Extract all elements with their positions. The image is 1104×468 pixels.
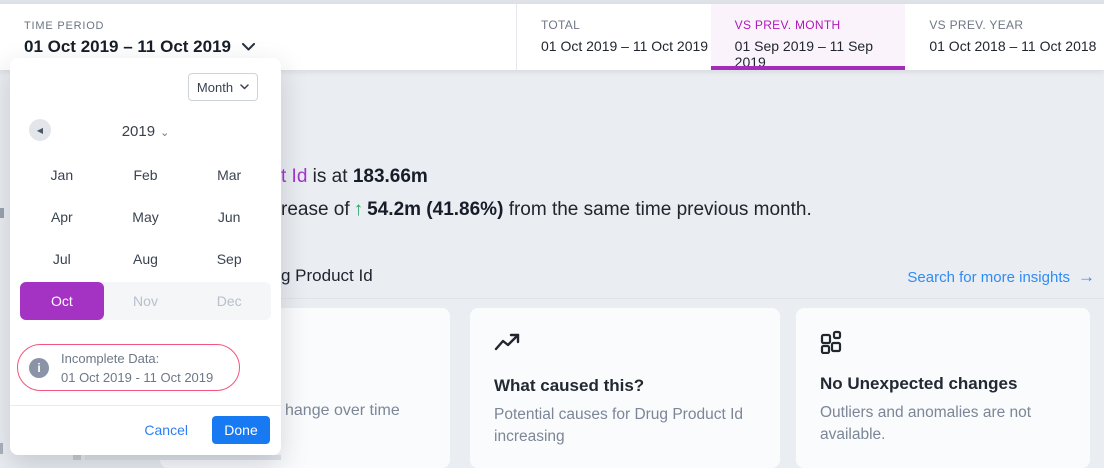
month-cell-oct-selected[interactable]: Oct xyxy=(20,282,104,320)
insight-card-unexpected-changes[interactable]: No Unexpected changes Outliers and anoma… xyxy=(796,308,1090,468)
tab-vs-prev-year[interactable]: VS PREV. YEAR 01 Oct 2018 – 11 Oct 2018 xyxy=(905,4,1104,70)
month-cell-jul[interactable]: Jul xyxy=(52,251,71,267)
time-period-selector[interactable]: TIME PERIOD 01 Oct 2019 – 11 Oct 2019 xyxy=(24,20,255,57)
tab-total-range: 01 Oct 2019 – 11 Oct 2019 xyxy=(541,38,709,54)
kpi-subline: rease of ↑ 54.2m (41.86%) from the same ti… xyxy=(281,199,812,220)
year-value: 2019 xyxy=(121,123,156,140)
bg-fragment xyxy=(0,208,4,218)
month-cell-sep[interactable]: Sep xyxy=(216,251,242,267)
tab-vs-prev-month-label: VS PREV. MONTH xyxy=(734,18,841,32)
month-grid: Jan Feb Mar Apr May Jun Jul Aug Sep Oct … xyxy=(20,154,271,320)
notice-range: 01 Oct 2019 - 11 Oct 2019 xyxy=(61,369,214,385)
info-icon: i xyxy=(29,357,49,378)
month-cell-jun[interactable]: Jun xyxy=(217,209,241,225)
arrow-left-icon: ◀ xyxy=(36,125,44,135)
month-cell-apr[interactable]: Apr xyxy=(50,209,73,225)
arrow-right-icon: → xyxy=(1078,267,1095,286)
chevron-down-icon xyxy=(240,84,249,90)
granularity-dropdown[interactable]: Month xyxy=(188,73,258,101)
granularity-value: Month xyxy=(196,79,234,95)
tab-total-label: TOTAL xyxy=(541,18,581,32)
top-strip xyxy=(0,0,1104,4)
month-cell-dec-disabled: Dec xyxy=(216,293,242,309)
search-more-insights-link[interactable]: Search for more insights → xyxy=(907,267,1095,286)
month-cell-aug[interactable]: Aug xyxy=(133,251,158,267)
time-period-label: TIME PERIOD xyxy=(24,20,105,32)
arrow-up-icon: ↑ xyxy=(353,199,364,220)
comparison-tabs: TOTAL 01 Oct 2019 – 11 Oct 2019 VS PREV.… xyxy=(516,4,1104,70)
tab-vs-prev-month[interactable]: VS PREV. MONTH 01 Sep 2019 – 11 Sep 2019 xyxy=(710,4,906,70)
tab-vs-prev-year-range: 01 Oct 2018 – 11 Oct 2018 xyxy=(929,38,1097,54)
done-button[interactable]: Done xyxy=(212,416,270,444)
tab-total[interactable]: TOTAL 01 Oct 2019 – 11 Oct 2019 xyxy=(517,4,711,70)
outliers-squares-icon xyxy=(820,330,1066,358)
card-title: What caused this? xyxy=(494,376,645,395)
tab-vs-prev-year-label: VS PREV. YEAR xyxy=(929,18,1024,32)
chevron-down-icon: ⌄ xyxy=(160,127,170,139)
notice-title: Incomplete Data: xyxy=(61,350,160,366)
time-period-value: 01 Oct 2019 – 11 Oct 2019 xyxy=(24,37,231,56)
insights-section-title: g Product Id xyxy=(281,266,373,285)
month-cell-feb[interactable]: Feb xyxy=(133,167,158,183)
chevron-down-icon xyxy=(242,43,255,51)
previous-year-button[interactable]: ◀ xyxy=(29,119,51,141)
trend-up-icon xyxy=(494,332,756,360)
card-description: Potential causes for Drug Product Id inc… xyxy=(494,406,743,446)
bg-fragment xyxy=(73,455,81,460)
kpi-headline: t Id is at 183.66m xyxy=(281,166,428,187)
bg-fragment xyxy=(85,455,281,460)
date-picker-popup: Month ◀ 2019 ⌄ Jan Feb Mar Apr May Jun Ju… xyxy=(10,58,281,455)
kpi-value: 183.66m xyxy=(352,166,428,187)
card-title: No Unexpected changes xyxy=(820,374,1018,393)
year-selector[interactable]: 2019 ⌄ xyxy=(10,123,281,140)
metric-link[interactable]: t Id xyxy=(281,166,308,187)
section-divider xyxy=(281,298,1104,299)
month-cell-mar[interactable]: Mar xyxy=(217,167,242,183)
kpi-delta: 54.2m (41.86%) xyxy=(367,199,504,220)
cancel-button[interactable]: Cancel xyxy=(144,422,188,438)
bg-fragment xyxy=(0,443,3,454)
insight-card-what-caused-this[interactable]: What caused this? Potential causes for D… xyxy=(470,308,780,468)
month-cell-jan[interactable]: Jan xyxy=(50,167,74,183)
card-text: hange over time xyxy=(285,402,400,419)
month-cell-may[interactable]: May xyxy=(132,209,159,225)
card-description: Outliers and anomalies are not available… xyxy=(820,404,1032,444)
tab-vs-prev-month-range: 01 Sep 2019 – 11 Sep 2019 xyxy=(734,38,873,70)
month-cell-nov-disabled: Nov xyxy=(133,293,158,309)
incomplete-data-notice: i Incomplete Data: 01 Oct 2019 - 11 Oct … xyxy=(17,344,240,391)
popup-footer-divider xyxy=(10,405,281,406)
